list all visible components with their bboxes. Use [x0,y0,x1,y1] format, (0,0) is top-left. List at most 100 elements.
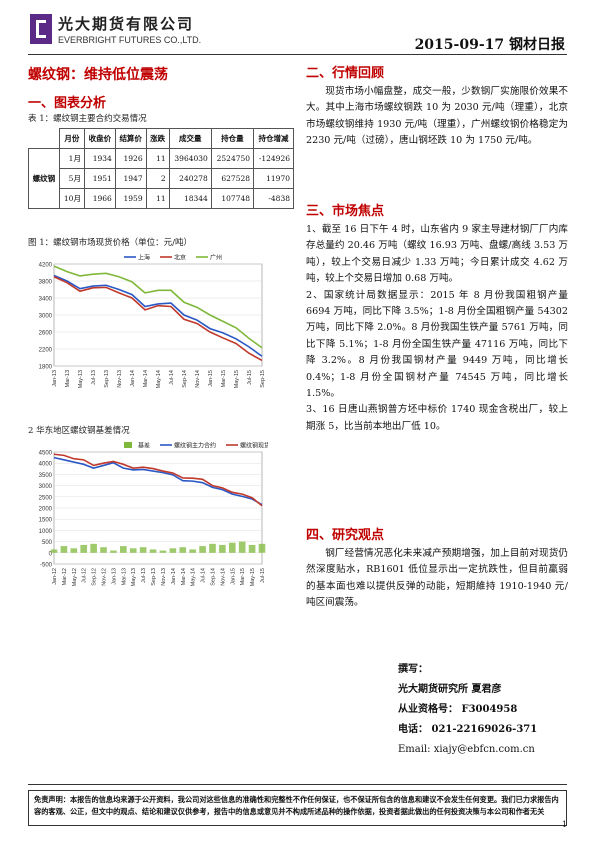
basis-bar [169,548,177,553]
x-tick-label: Mar-15 [240,568,246,585]
y-tick-label: 0 [49,551,53,557]
table-cell: 18344 [168,188,212,209]
x-tick-label: Sep-14 [210,568,216,586]
y-tick-label: -500 [40,563,53,569]
basis-bar [100,547,107,553]
y-tick-label: 3400 [39,297,53,303]
y-tick-label: 1500 [39,518,53,524]
legend-label: 上海 [138,254,150,262]
x-tick-label: May-14 [191,568,197,586]
x-tick-label: Sep-13 [104,370,110,388]
legend-label: 螺纹钢现货(上海) [240,442,268,450]
research-view-text: 钢厂经营情况恶化未来减产预期增强，加上目前对现货仍然深度贴水，RB1601 低位… [306,548,568,609]
basis-bar [90,543,97,553]
table-header: 持仓增减 [253,128,294,149]
x-tick-label: Jan-12 [52,568,58,585]
x-tick-label: Jan-14 [171,568,177,585]
basis-bar [248,544,256,553]
table-cell: -124926 [253,148,294,169]
x-tick-label: Mar-15 [221,370,227,387]
disclaimer: 免责声明：本报告的信息均来源于公开资料，我公司对这些信息的准确性和完整性不作任何… [28,790,567,826]
table-cell: 2524750 [210,148,255,169]
page-number: 1 [561,820,567,829]
y-tick-label: 500 [42,540,53,546]
table-cell: 11 [145,188,170,209]
basis-bar [60,546,68,553]
table-header: 涨跌 [145,128,170,149]
y-tick-label: 3500 [39,473,53,479]
series-line [53,456,263,506]
table-header: 持仓量 [210,128,255,149]
table-header: 结算价 [114,128,147,149]
x-tick-label: May-15 [234,370,240,388]
footer-divider [28,784,567,785]
list-item: 2、国家统计局数据显示：2015 年 8 月份我国粗钢产量 6694 万吨，同比… [306,289,568,400]
header-divider [28,54,567,55]
author-phone: 电话： 021-22169026-371 [398,724,538,735]
product-cell: 螺纹钢 [28,148,60,209]
table-cell: 2 [145,168,170,189]
legend-label: 广州 [210,254,222,262]
legend-label: 北京 [174,254,186,262]
basis-bar [219,544,226,553]
chart1-caption: 图 1：螺纹钢市场现货价格（单位：元/吨） [28,238,192,248]
y-tick-label: 2200 [39,348,53,354]
x-tick-label: Mar-12 [62,568,68,585]
y-tick-label: 3000 [39,484,53,490]
section4-title: 四、研究观点 [306,528,385,543]
report-date-title: 2015-09-17 钢材日报 [414,37,565,53]
y-tick-label: 4500 [39,451,53,457]
table-cell: 1959 [114,188,147,209]
table-header: 月份 [58,128,85,149]
y-tick-label: 4000 [39,462,53,468]
table-cell: 107748 [210,188,255,209]
basis-bar [70,548,78,553]
company-name-en: EVERBRIGHT FUTURES CO.,LTD. [58,35,202,45]
market-review-text: 现货市场小幅盘整，成交一般，少数钢厂实施限价效果不大。其中上海市场螺纹钢跌 10… [306,86,568,147]
y-tick-label: 2600 [39,331,53,337]
x-tick-label: Jan-13 [52,370,58,387]
x-tick-label: Nov-14 [220,568,226,586]
x-tick-label: Jul-12 [82,568,88,583]
table-cell: -4838 [253,188,294,209]
x-tick-label: Mar-14 [181,568,187,585]
list-item: 1、截至 16 日下午 4 时，山东省内 9 家主导建材钢厂厂内库存总量约 20… [306,224,568,285]
table-cell: 1月 [58,148,85,169]
author-label: 撰写： [398,664,428,675]
y-tick-label: 2000 [39,507,53,513]
series-line [53,453,263,507]
table-cell: 240278 [168,168,212,189]
table-caption: 表 1：螺纹钢主要合约交易情况 [28,114,147,124]
table-cell: 1966 [83,188,116,209]
table-header-row: 月份 收盘价 结算价 涨跌 成交量 持仓量 持仓增减 [29,128,294,149]
author-name: 光大期货研究所 夏君彦 [398,684,502,695]
x-tick-label: Nov-14 [195,370,201,388]
x-tick-label: Sep-12 [92,568,98,586]
x-tick-label: Mar-13 [121,568,127,585]
table-cell: 5月 [58,168,85,189]
table-cell: 11 [145,148,170,169]
author-email[interactable]: Email: xiajy@ebfcn.com.cn [398,744,535,755]
basis-bar [228,542,236,553]
y-tick-label: 3800 [39,280,53,286]
basis-bar [159,550,167,553]
y-tick-label: 1000 [39,529,53,535]
basis-bar [110,550,117,553]
company-logo-icon [30,14,52,44]
chart2-caption: 2 华东地区螺纹钢基差情况 [28,426,130,436]
x-tick-label: Mar-14 [143,370,149,387]
x-tick-label: Jan-15 [230,568,236,585]
x-tick-label: Sep-15 [260,370,266,388]
contract-table: 月份 收盘价 结算价 涨跌 成交量 持仓量 持仓增减 螺纹钢 1月 1934 1… [28,128,294,209]
x-tick-label: Jul-15 [260,568,266,583]
basis-bar [129,548,137,553]
x-tick-label: Nov-13 [117,370,123,388]
basis-bar [120,546,127,553]
basis-bar [199,546,206,553]
x-tick-label: Jul-15 [247,370,253,385]
table-cell: 1951 [83,168,116,189]
basis-bar [189,549,196,553]
x-tick-label: Jul-13 [141,568,147,583]
basis-bar [209,543,216,553]
table-cell: 627528 [210,168,255,189]
